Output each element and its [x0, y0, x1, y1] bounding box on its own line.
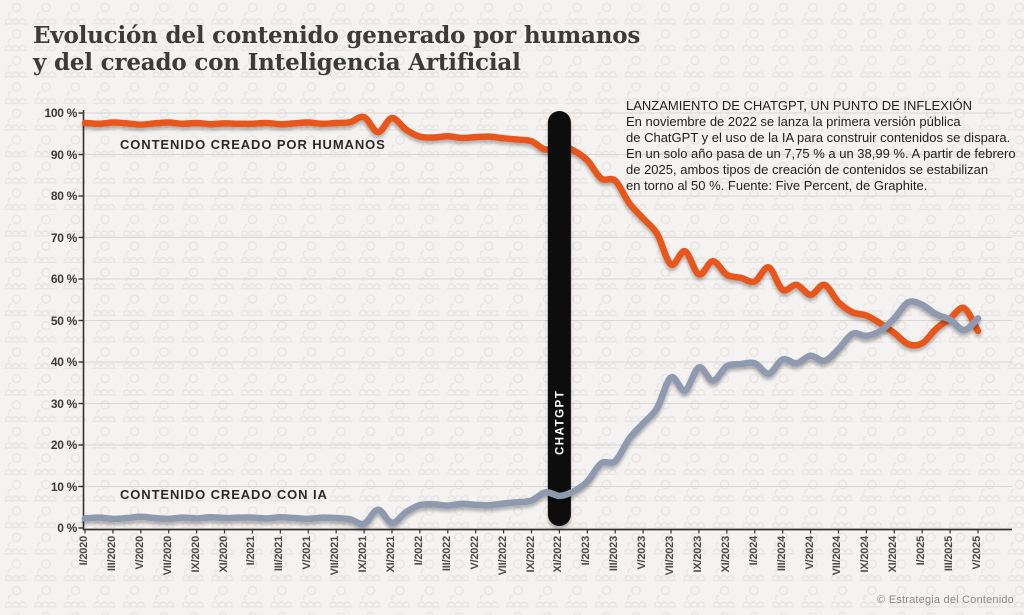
y-axis-label-40: 40 % — [50, 355, 77, 369]
y-axis-label-30: 30 % — [50, 396, 77, 411]
x-axis-label-XI-2023: XI/2023 — [719, 536, 732, 573]
annotation-line: En noviembre de 2022 se lanza la primera… — [626, 113, 961, 129]
y-axis-label-0: 0 % — [57, 521, 77, 535]
copyright-credit: © Estrategia del Contenido — [877, 594, 1014, 606]
y-axis-label-80: 80 % — [50, 189, 77, 203]
x-axis-label-VII-2022: VII/2022 — [496, 536, 509, 576]
annotation-body: En noviembre de 2022 se lanza la primera… — [626, 114, 1024, 194]
x-axis-label-I-2023: I/2023 — [580, 536, 593, 566]
x-axis-label-I-2022: I/2022 — [412, 536, 425, 566]
x-axis-label-V-2022: V/2022 — [468, 536, 481, 570]
x-axis-label-IX-2022: IX/2022 — [524, 536, 537, 573]
annotation-line: de 2025, ambos tipos de creación de cont… — [626, 161, 989, 177]
chatgpt-marker-label: CHATGPT — [554, 390, 566, 455]
x-axis-label-XI-2022: XI/2022 — [552, 536, 565, 573]
title-line-1: Evolución del contenido generado por hum… — [33, 22, 641, 49]
x-axis-label-I-2020: I/2020 — [78, 536, 90, 566]
title-line-2: y del creado con Inteligencia Artificial — [33, 49, 521, 76]
y-axis-label-20: 20 % — [50, 438, 77, 452]
x-axis-label-III-2021: III/2021 — [273, 536, 286, 572]
x-axis-label-V-2023: V/2023 — [636, 536, 649, 570]
x-axis-label-III-2020: III/2020 — [105, 536, 118, 572]
x-axis-label-V-2025: V/2025 — [971, 536, 983, 570]
annotation-heading: LANZAMIENTO DE CHATGPT, UN PUNTO DE INFL… — [626, 98, 972, 113]
x-axis-label-III-2022: III/2022 — [440, 536, 453, 572]
series-label-ai: CONTENIDO CREADO CON IA — [120, 487, 328, 502]
x-axis-label-IX-2023: IX/2023 — [691, 536, 704, 573]
annotation-line: En un solo año pasa de un 7,75 % a un 38… — [626, 145, 1016, 161]
annotation-line: de ChatGPT y el uso de la IA para constr… — [626, 129, 1011, 145]
x-axis-label-IX-2024: IX/2024 — [859, 536, 872, 573]
x-axis-label-VII-2023: VII/2023 — [664, 536, 677, 576]
x-axis-label-III-2025: III/2025 — [943, 536, 956, 572]
x-axis-label-I-2024: I/2024 — [747, 536, 760, 566]
y-axis-label-70: 70 % — [50, 230, 77, 245]
annotation-line: en torno al 50 %. Fuente: Five Percent, … — [626, 177, 928, 193]
x-axis-label-III-2023: III/2023 — [608, 536, 621, 572]
x-axis-label-XI-2024: XI/2024 — [887, 536, 900, 573]
x-axis-label-I-2025: I/2025 — [915, 536, 928, 566]
line-ai-content — [81, 298, 982, 528]
x-axis-label-V-2021: V/2021 — [301, 536, 314, 570]
line-human-content — [81, 113, 982, 349]
x-axis-label-I-2021: I/2021 — [245, 536, 258, 566]
x-axis-label-III-2024: III/2024 — [775, 536, 788, 572]
x-axis-label-VII-2020: VII/2020 — [161, 536, 174, 576]
x-axis-label-VII-2021: VII/2021 — [329, 536, 342, 576]
y-axis-label-100: 100 % — [44, 106, 77, 120]
x-axis-label-V-2024: V/2024 — [803, 536, 816, 570]
x-axis-label-IX-2020: IX/2020 — [189, 536, 202, 573]
x-axis-label-V-2020: V/2020 — [133, 536, 146, 570]
x-axis-label-IX-2021: IX/2021 — [357, 536, 370, 573]
y-axis-label-60: 60 % — [50, 272, 77, 286]
y-axis-label-50: 50 % — [50, 313, 77, 328]
y-axis-label-10: 10 % — [50, 479, 77, 494]
x-axis-label-XI-2021: XI/2021 — [384, 536, 397, 573]
series-label-humans: CONTENIDO CREADO POR HUMANOS — [120, 137, 386, 152]
chatgpt-marker-bar — [547, 111, 571, 526]
x-axis-label-VII-2024: VII/2024 — [831, 536, 844, 576]
x-axis-label-XI-2020: XI/2020 — [217, 536, 230, 573]
annotation-block: LANZAMIENTO DE CHATGPT, UN PUNTO DE INFL… — [626, 98, 1024, 193]
y-axis-label-90: 90 % — [50, 147, 77, 162]
page-title: Evolución del contenido generado por hum… — [33, 22, 640, 76]
